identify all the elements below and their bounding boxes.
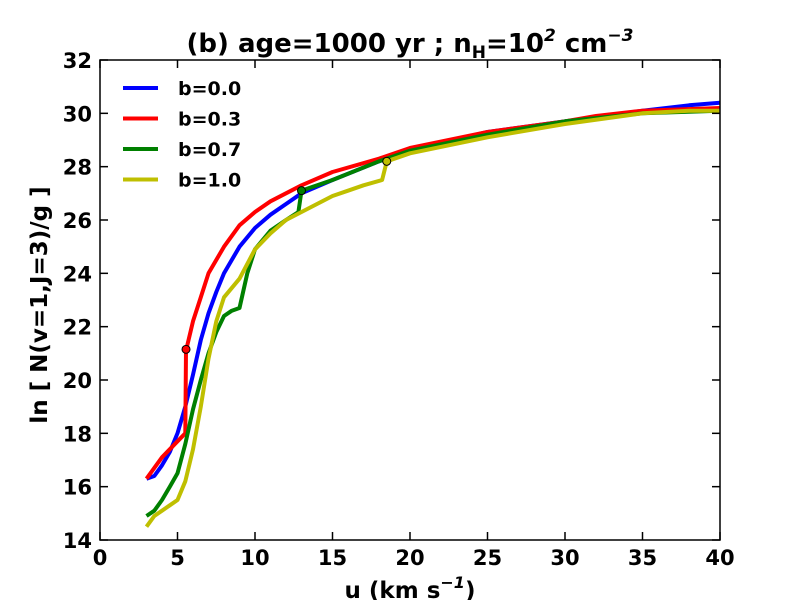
title-unit: cm: [556, 29, 608, 59]
x-tick-label: 25: [473, 546, 502, 570]
y-tick-label: 26: [63, 209, 92, 233]
y-tick-label: 24: [63, 262, 92, 286]
series-line-b-1-0: [144, 108, 720, 528]
title-main: (b) age=1000 yr ; n: [187, 29, 472, 59]
chart-title: (b) age=1000 yr ; nH=102 cm−3: [187, 26, 634, 63]
legend: b=0.0 b=0.3 b=0.7 b=1.0: [123, 78, 241, 192]
x-axis-label-superscript: −1: [440, 573, 465, 592]
marker-b-0-3: [181, 344, 191, 354]
title-unit-superscript: −3: [607, 26, 633, 46]
x-tick-label: 15: [318, 546, 347, 570]
y-tick-label: 18: [63, 422, 92, 446]
y-tick-label: 20: [63, 369, 92, 393]
x-tick-label: 10: [240, 546, 269, 570]
x-axis-label-text: u (km s: [345, 578, 441, 600]
y-tick-label: 16: [63, 476, 92, 500]
y-tick-label: 14: [63, 529, 92, 553]
y-axis-label: ln [ N(v=1,J=3)/g ]: [27, 186, 53, 423]
x-tick-label: 35: [628, 546, 657, 570]
y-tick-label: 28: [63, 156, 92, 180]
series-line-b-0-7: [145, 108, 720, 518]
y-tick-label: 22: [63, 316, 92, 340]
marker-b-0-7: [297, 186, 306, 196]
y-tick-label: 32: [63, 49, 92, 73]
x-tick-label: 30: [550, 546, 579, 570]
title-superscript: 2: [544, 26, 556, 46]
x-axis-label: u (km s−1): [345, 573, 476, 600]
series-layer: [144, 100, 720, 528]
y-tick-label: 30: [63, 102, 92, 126]
legend-label-b-0-0: b=0.0: [178, 78, 241, 100]
x-axis-label-end: ): [465, 578, 476, 600]
legend-label-b-0-7: b=0.7: [178, 139, 241, 161]
title-mid: =10: [486, 29, 544, 59]
marker-layer: [181, 156, 392, 354]
x-tick-label: 0: [93, 546, 108, 570]
x-tick-label: 20: [395, 546, 424, 570]
x-tick-label: 5: [170, 546, 185, 570]
marker-b-1-0: [382, 156, 392, 166]
legend-label-b-0-3: b=0.3: [178, 109, 241, 131]
tick-layer: 0 5 10 15 20 25 30 35 40 14 16 18 20 22 24 26 28 30 32: [63, 49, 735, 570]
legend-label-b-1-0: b=1.0: [178, 170, 241, 192]
x-tick-label: 40: [705, 546, 734, 570]
title-subscript: H: [472, 43, 486, 63]
